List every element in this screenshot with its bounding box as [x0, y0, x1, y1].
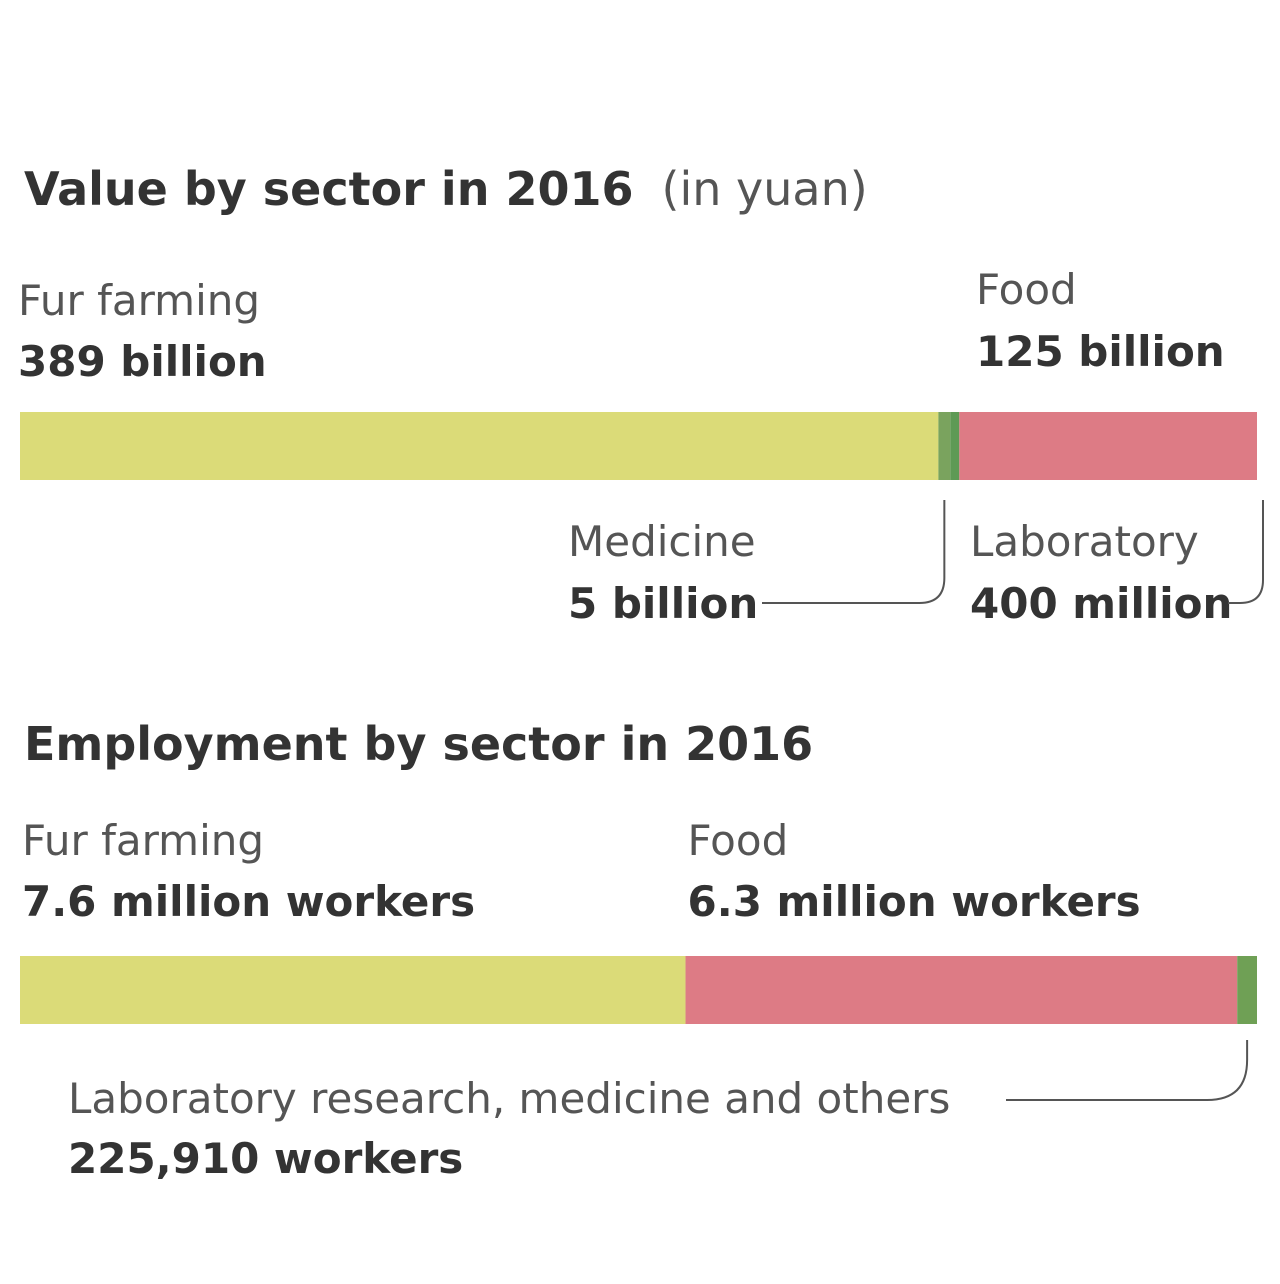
chart1-label-medicine-value: 5 billion: [568, 579, 758, 628]
chart2-leader-others: [1006, 1040, 1249, 1101]
chart2-label-others-name: Laboratory research, medicine and others: [68, 1074, 950, 1123]
chart2-label-food-value: 6.3 million workers: [688, 877, 1141, 926]
chart2-segment-food: [685, 956, 1238, 1024]
chart1-segment-medicine: [938, 412, 951, 480]
chart1-segment-food: [959, 412, 1257, 480]
chart2-segment-fur: [20, 956, 686, 1024]
chart1-label-food-value: 125 billion: [976, 327, 1225, 376]
chart1-label-lab-name: Laboratory: [970, 517, 1199, 566]
chart1-labels: Fur farming 389 billion Food 125 billion Med…: [18, 265, 1264, 628]
chart1-bar: [20, 412, 1257, 480]
chart1-label-lab-value: 400 million: [970, 579, 1232, 628]
chart1-title-suffix: (in yuan): [662, 162, 868, 216]
chart1-label-medicine-name: Medicine: [568, 517, 756, 566]
chart2-label-others-value: 225,910 workers: [68, 1134, 463, 1183]
chart1-label-food-name: Food: [976, 265, 1077, 314]
chart1-label-fur-name: Fur farming: [18, 276, 260, 325]
chart2-label-fur-name: Fur farming: [22, 816, 264, 865]
chart2-segment-others: [1237, 956, 1257, 1024]
chart1-segment-fur: [20, 412, 939, 480]
chart2-bar: [20, 956, 1257, 1024]
chart1-leader-medicine: [762, 500, 946, 604]
chart1-title: Value by sector in 2016 (in yuan): [24, 162, 868, 216]
chart1-segment-lab: [950, 412, 960, 480]
chart1-title-main: Value by sector in 2016: [24, 162, 633, 216]
chart2-label-fur-value: 7.6 million workers: [22, 877, 475, 926]
chart1-leader-laboratory: [1228, 500, 1264, 604]
chart1-label-fur-value: 389 billion: [18, 337, 267, 386]
chart2-title: Employment by sector in 2016: [24, 717, 813, 771]
chart2-label-food-name: Food: [688, 816, 789, 865]
chart2-labels: Fur farming 7.6 million workers Food 6.3 mi…: [22, 816, 1249, 1183]
